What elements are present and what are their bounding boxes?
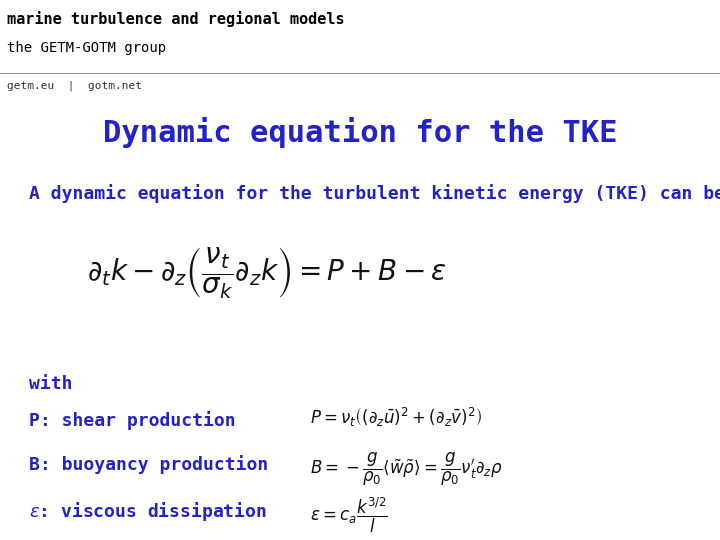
Text: marine turbulence and regional models: marine turbulence and regional models — [7, 10, 345, 26]
Text: $P = \nu_t \left( (\partial_z \bar{u})^2 + (\partial_z \bar{v})^2 \right)$: $P = \nu_t \left( (\partial_z \bar{u})^2… — [310, 406, 482, 429]
Text: getm.eu  |  gotm.net: getm.eu | gotm.net — [7, 80, 142, 91]
Text: Dynamic equation for the TKE: Dynamic equation for the TKE — [103, 117, 617, 148]
Text: A dynamic equation for the turbulent kinetic energy (TKE) can be derived:: A dynamic equation for the turbulent kin… — [29, 184, 720, 202]
Text: the GETM-GOTM group: the GETM-GOTM group — [7, 40, 166, 55]
Text: $B = -\dfrac{g}{\rho_0} \langle \tilde{w}\tilde{\rho} \rangle = \dfrac{g}{\rho_0: $B = -\dfrac{g}{\rho_0} \langle \tilde{w… — [310, 451, 503, 488]
Text: B: buoyancy production: B: buoyancy production — [29, 455, 268, 474]
Text: $\partial_t k - \partial_z \left( \dfrac{\nu_t}{\sigma_k} \partial_z k \right) =: $\partial_t k - \partial_z \left( \dfrac… — [86, 245, 446, 300]
Text: $\varepsilon = c_a \dfrac{k^{3/2}}{l}$: $\varepsilon = c_a \dfrac{k^{3/2}}{l}$ — [310, 496, 387, 535]
Text: $\varepsilon$: viscous dissipation: $\varepsilon$: viscous dissipation — [29, 500, 266, 523]
Text: with: with — [29, 375, 72, 393]
Text: P: shear production: P: shear production — [29, 411, 235, 430]
